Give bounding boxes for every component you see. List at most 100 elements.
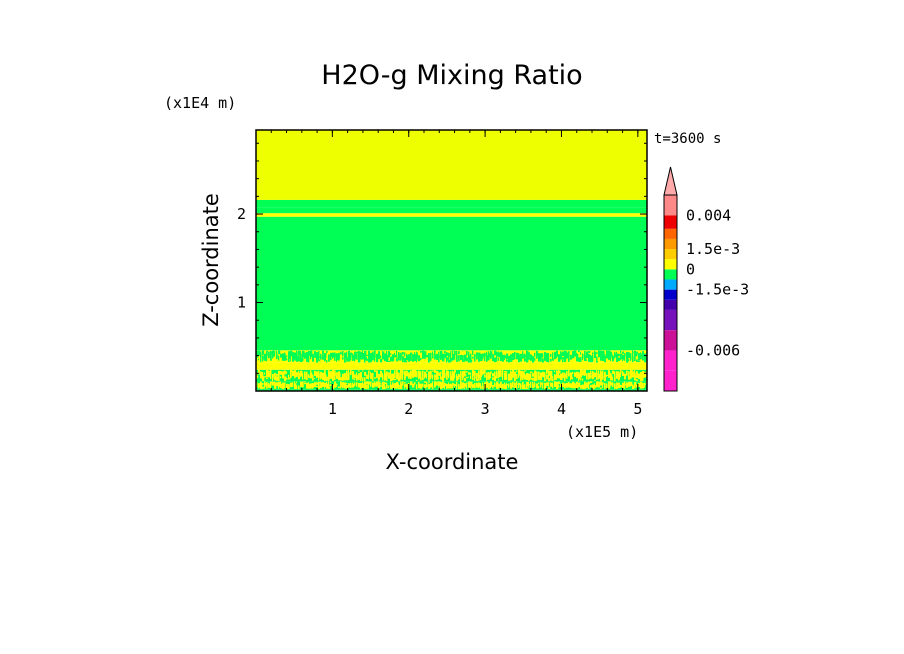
mottle-speck [498, 383, 501, 388]
mottle-speck [264, 386, 266, 389]
mottle-speck [608, 354, 611, 360]
mottle-speck [376, 353, 378, 358]
mottle-speck [368, 370, 370, 374]
mottle-speck [406, 383, 408, 389]
mottle-speck [394, 378, 396, 381]
mottle-speck [484, 369, 486, 374]
mottle-speck [314, 377, 316, 379]
mottle-speck [620, 369, 622, 374]
mottle-speck [534, 358, 536, 361]
mottle-speck [478, 358, 481, 362]
mottle-speck [556, 351, 558, 358]
mottle-speck [312, 382, 314, 387]
mottle-speck [478, 370, 480, 377]
mottle-speck [632, 384, 634, 389]
mottle-speck [532, 382, 534, 385]
mottle-speck [374, 357, 376, 362]
mottle-speck [362, 354, 364, 356]
mottle-speck [314, 370, 316, 374]
mottle-speck [358, 383, 361, 388]
mottle-speck [284, 370, 286, 375]
mottle-speck [576, 383, 578, 388]
colorbar-level [664, 238, 677, 250]
mottle-speck [382, 351, 385, 360]
mottle-speck [320, 383, 323, 389]
mottle-speck [592, 370, 594, 376]
mottle-speck [532, 377, 535, 381]
mottle-speck [464, 385, 466, 388]
mottle-speck [384, 384, 386, 388]
mottle-speck [418, 356, 420, 360]
mottle-speck [476, 384, 478, 387]
mottle-speck [364, 373, 366, 376]
mottle-speck [464, 383, 466, 387]
mottle-speck [308, 383, 311, 387]
mottle-speck [466, 357, 469, 362]
mottle-speck [390, 383, 392, 388]
mottle-speck [598, 370, 600, 375]
mottle-speck [266, 353, 268, 362]
mottle-speck [370, 373, 373, 379]
mottle-speck [546, 358, 548, 363]
mottle-speck [504, 372, 507, 380]
mottle-speck [636, 384, 639, 388]
colorbar-label: 1.5e-3 [686, 240, 740, 258]
mottle-speck [278, 370, 281, 375]
colorbar-level [664, 289, 677, 300]
mottle-speck [290, 350, 293, 357]
mottle-speck [526, 378, 529, 381]
mottle-speck [330, 354, 332, 361]
colorbar-frame [663, 194, 678, 392]
mottle-speck [424, 381, 427, 383]
mottle-speck [262, 383, 264, 385]
mottle-speck [426, 354, 429, 357]
mottle-speck [410, 356, 412, 361]
mottle-speck [326, 383, 328, 389]
mottle-speck [468, 351, 470, 354]
mottle-speck [418, 358, 421, 362]
mottle-speck [364, 353, 366, 361]
mottle-speck [538, 353, 540, 359]
mottle-speck [362, 370, 364, 372]
mottle-speck [524, 370, 527, 372]
mottle-speck [464, 354, 467, 361]
mottle-speck [416, 371, 418, 378]
mottle-speck [300, 353, 302, 362]
mottle-speck [326, 359, 328, 363]
mottle-speck [350, 352, 352, 356]
mottle-speck [620, 353, 623, 356]
mottle-speck [288, 357, 290, 363]
mottle-speck [296, 356, 299, 362]
mottle-speck [538, 382, 540, 385]
mottle-speck [280, 376, 282, 379]
mottle-speck [644, 353, 647, 361]
mottle-speck [632, 371, 635, 378]
mottle-speck [428, 371, 431, 379]
mottle-speck [600, 355, 603, 361]
mottle-speck [606, 385, 608, 387]
mottle-speck [562, 359, 564, 363]
mottle-speck [264, 372, 266, 375]
mottle-speck [304, 352, 306, 359]
mottle-speck [534, 383, 536, 387]
mottle-speck [418, 370, 421, 379]
mottle-speck [480, 375, 482, 381]
mottle-speck [556, 370, 559, 378]
mottle-speck [624, 374, 626, 379]
mottle-speck [620, 355, 622, 360]
mottle-speck [352, 382, 354, 385]
mottle-speck [288, 377, 291, 380]
mottle-speck [360, 386, 362, 390]
mottle-speck [420, 351, 422, 353]
mottle-speck [320, 371, 322, 379]
mottle-speck [564, 372, 566, 378]
mottle-speck [304, 371, 306, 376]
mottle-speck [490, 384, 492, 387]
mottle-speck [316, 382, 319, 385]
mottle-speck [630, 384, 633, 387]
mottle-speck [412, 354, 414, 362]
mottle-speck [366, 356, 367, 359]
mottle-speck [490, 352, 492, 359]
mottle-speck [372, 354, 374, 361]
mottle-speck [366, 358, 369, 361]
